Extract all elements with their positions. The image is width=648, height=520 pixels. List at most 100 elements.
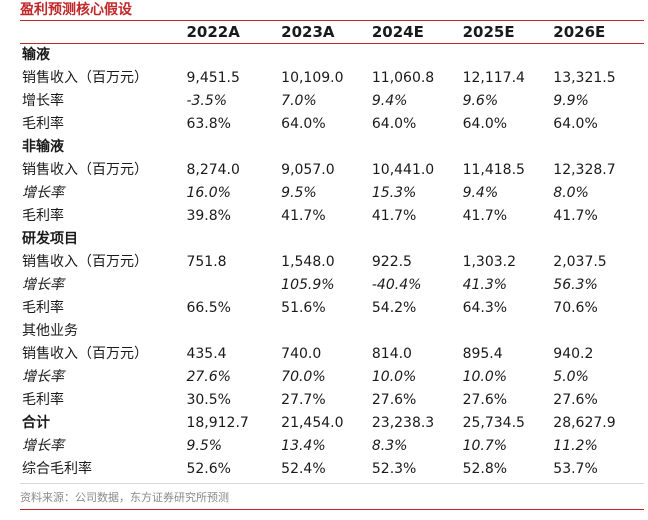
- table-cell: 27.6%: [186, 369, 231, 385]
- table-row: 销售收入（百万元） 435.4 740.0 814.0 895.4 940.2: [20, 343, 644, 366]
- table-cell: 751.8: [186, 254, 227, 270]
- table-cell: 54.2%: [371, 300, 417, 316]
- table-row: 销售收入（百万元） 9,451.5 10,109.0 11,060.8 12,117.4…: [20, 67, 644, 90]
- header-2022a: 2022A: [186, 23, 240, 41]
- table-cell: [186, 136, 281, 159]
- table-cell: 41.7%: [281, 208, 326, 224]
- table-title: 盈利预测核心假设: [20, 2, 132, 18]
- table-cell: 1,548.0: [281, 254, 335, 270]
- table-cell: 13.4%: [281, 438, 326, 454]
- table-cell: 8.3%: [371, 438, 408, 454]
- table-cell: 435.4: [186, 346, 227, 362]
- table-cell: [553, 228, 644, 251]
- table-cell: [463, 320, 554, 343]
- table-cell: 9.5%: [281, 185, 317, 201]
- table-cell: [281, 320, 372, 343]
- table-row: 增长率 9.5% 13.4% 8.3% 10.7% 11.2%: [20, 435, 644, 458]
- table-header: 2022A 2023A 2024E 2025E 2026E: [20, 21, 644, 44]
- table-cell: 10,109.0: [281, 70, 344, 86]
- row-label: 增长率: [22, 277, 64, 293]
- table-cell: 9.9%: [553, 93, 589, 109]
- table-cell: 10,441.0: [371, 162, 435, 178]
- table-cell: 52.6%: [186, 461, 231, 477]
- table-row: 毛利率 66.5% 51.6% 54.2% 64.3% 70.6%: [20, 297, 644, 320]
- table-cell: 51.6%: [281, 300, 326, 316]
- table-cell: 25,734.5: [462, 415, 525, 431]
- bottom-divider: [20, 509, 644, 510]
- table-cell: [553, 136, 644, 159]
- table-cell: 7.0%: [281, 93, 317, 109]
- row-label: 毛利率: [22, 300, 64, 316]
- table-cell: [553, 320, 644, 343]
- table-cell: 41.7%: [553, 208, 598, 224]
- table-cell: [281, 228, 372, 251]
- table-cell: -40.4%: [371, 277, 422, 293]
- table-row: 非输液: [20, 136, 644, 159]
- table-cell: 56.3%: [553, 277, 598, 293]
- table-cell: 28,627.9: [553, 415, 616, 431]
- table-cell: 63.8%: [186, 116, 231, 132]
- table-cell: 64.0%: [371, 116, 417, 132]
- table-cell: 27.6%: [553, 392, 598, 408]
- table-cell: 922.5: [371, 254, 412, 270]
- table-cell: 41.7%: [371, 208, 417, 224]
- table-cell: 105.9%: [281, 277, 335, 293]
- row-label: 毛利率: [22, 392, 64, 408]
- row-label: 销售收入（百万元）: [22, 162, 148, 178]
- table-cell: [372, 320, 463, 343]
- table-cell: 64.0%: [553, 116, 598, 132]
- table-cell: 12,117.4: [462, 70, 525, 86]
- table-cell: 8,274.0: [186, 162, 240, 178]
- footer-divider: [20, 483, 644, 484]
- table-cell: 53.7%: [553, 461, 598, 477]
- table-cell: 52.4%: [281, 461, 326, 477]
- table-cell: 41.7%: [462, 208, 508, 224]
- table-cell: 64.0%: [462, 116, 508, 132]
- row-label: 增长率: [22, 185, 64, 201]
- table-cell: 66.5%: [186, 300, 231, 316]
- table-cell: 27.7%: [281, 392, 326, 408]
- table-cell: [281, 44, 372, 67]
- table-cell: 52.3%: [371, 461, 417, 477]
- table-cell: 11.2%: [553, 438, 598, 454]
- table-cell: [372, 228, 463, 251]
- table-cell: 9.4%: [371, 93, 408, 109]
- table-cell: 70.6%: [553, 300, 598, 316]
- row-label: 研发项目: [22, 231, 78, 247]
- table-cell: 814.0: [371, 346, 412, 362]
- header-label-cell: [20, 21, 186, 43]
- row-label: 毛利率: [22, 208, 64, 224]
- table-cell: 23,238.3: [371, 415, 435, 431]
- table-cell: 27.6%: [371, 392, 417, 408]
- table-row: 销售收入（百万元） 751.8 1,548.0 922.5 1,303.2 2,037.5: [20, 251, 644, 274]
- row-label: 销售收入（百万元）: [22, 346, 148, 362]
- table-cell: [186, 44, 281, 67]
- table-cell: 70.0%: [281, 369, 326, 385]
- row-label: 合计: [22, 415, 50, 431]
- table-row: 综合毛利率 52.6% 52.4% 52.3% 52.8% 53.7%: [20, 458, 644, 481]
- table-row: 增长率 27.6% 70.0% 10.0% 10.0% 5.0%: [20, 366, 644, 389]
- table-cell: 9.4%: [462, 185, 499, 201]
- row-label: 销售收入（百万元）: [22, 254, 148, 270]
- table-cell: 10.7%: [462, 438, 508, 454]
- table-row: 毛利率 63.8% 64.0% 64.0% 64.0% 64.0%: [20, 113, 644, 136]
- table-cell: 10.0%: [462, 369, 508, 385]
- table-cell: 27.6%: [462, 392, 508, 408]
- header-2023a: 2023A: [281, 23, 335, 41]
- table-row: 毛利率 30.5% 27.7% 27.6% 27.6% 27.6%: [20, 389, 644, 412]
- table-row: 其他业务: [20, 320, 644, 343]
- table-cell: 8.0%: [553, 185, 589, 201]
- table-cell: -3.5%: [186, 93, 228, 109]
- table-row: 合计 18,912.7 21,454.0 23,238.3 25,734.5 28,627…: [20, 412, 644, 435]
- table-row: 研发项目: [20, 228, 644, 251]
- table-cell: 30.5%: [186, 392, 231, 408]
- table-body: 输液 销售收入（百万元） 9,451.5 10,109.0 11,060.8 12,117…: [20, 44, 644, 481]
- row-label: 销售收入（百万元）: [22, 70, 148, 86]
- row-label: 增长率: [22, 93, 64, 109]
- table-cell: 10.0%: [371, 369, 417, 385]
- table-cell: [186, 228, 281, 251]
- title-divider: [20, 20, 644, 21]
- table-cell: 9.6%: [462, 93, 499, 109]
- table-cell: 11,060.8: [371, 70, 435, 86]
- row-label: 增长率: [22, 369, 64, 385]
